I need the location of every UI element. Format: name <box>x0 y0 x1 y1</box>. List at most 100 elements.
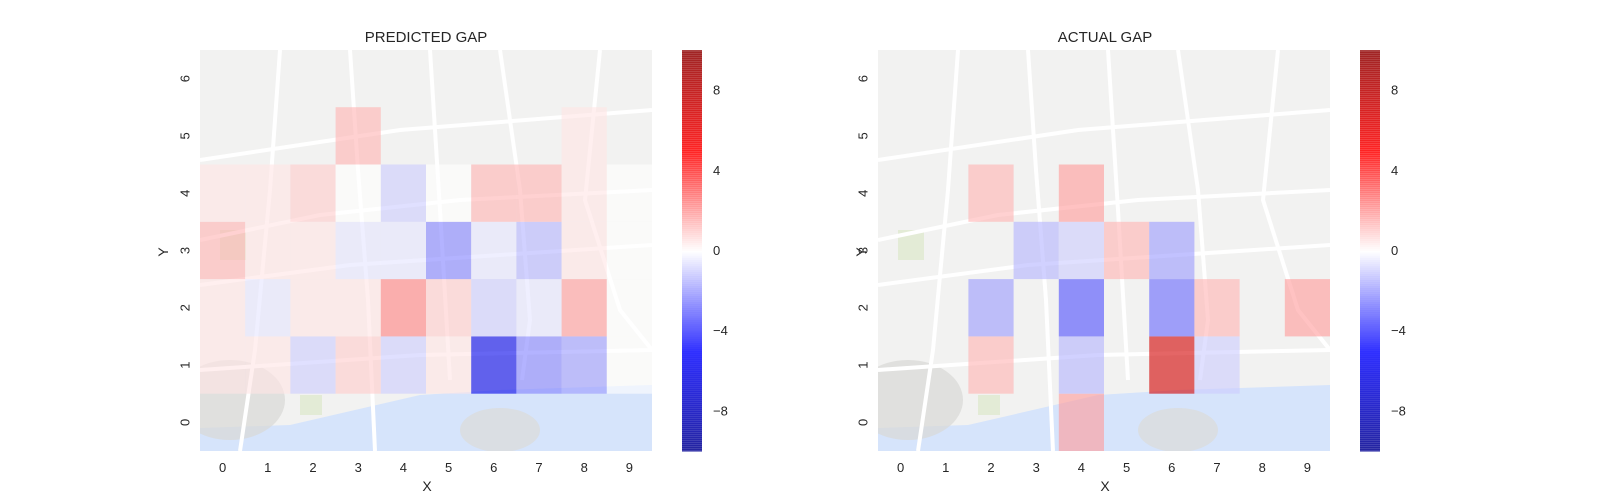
colorbar: 8 4 0 −4 −8 <box>1360 50 1406 452</box>
colorbar-segment <box>1360 370 1380 374</box>
colorbar-segment <box>1360 62 1380 65</box>
colorbar-segment <box>1360 122 1380 125</box>
heatmap-cell <box>968 164 1014 222</box>
colorbar-segment <box>1360 140 1380 143</box>
colorbar-segment <box>1360 172 1380 175</box>
colorbar-segment <box>682 342 702 346</box>
colorbar-segment <box>1360 136 1380 139</box>
colorbar-segment <box>682 214 702 218</box>
colorbar-segment <box>682 226 702 230</box>
heatmap-cell <box>335 336 381 394</box>
colorbar-segment <box>682 414 702 418</box>
colorbar-segment <box>1360 398 1380 402</box>
colorbar-segment <box>682 154 702 157</box>
colorbar-segment <box>682 364 702 368</box>
colorbar-segment <box>682 158 702 161</box>
colorbar-tick-label: 0 <box>713 243 720 258</box>
colorbar-segment <box>1360 368 1380 372</box>
colorbar-segment <box>1360 106 1380 109</box>
colorbar-segment <box>1360 310 1380 314</box>
colorbar-segment <box>682 306 702 310</box>
colorbar-segment <box>1360 196 1380 199</box>
colorbar-segment <box>682 264 702 268</box>
colorbar-segment <box>1360 298 1380 302</box>
colorbar-segment <box>1360 316 1380 320</box>
colorbar-segment <box>1360 52 1380 55</box>
y-tick-label: 4 <box>178 190 193 197</box>
colorbar-segment <box>1360 60 1380 63</box>
heatmap-cell <box>1104 221 1150 280</box>
colorbar-segment <box>682 150 702 153</box>
colorbar-segment <box>682 336 702 340</box>
x-tick-label: 0 <box>219 460 226 475</box>
colorbar-segment <box>1360 236 1380 240</box>
colorbar-segment <box>682 308 702 312</box>
colorbar-segment <box>1360 412 1380 416</box>
colorbar-segment <box>1360 198 1380 201</box>
colorbar-segment <box>682 300 702 304</box>
colorbar-segment <box>1360 142 1380 145</box>
colorbar-segment <box>682 182 702 185</box>
x-tick-label: 1 <box>942 460 949 475</box>
colorbar-segment <box>682 68 702 71</box>
colorbar-segment <box>1360 262 1380 266</box>
y-tick-label: 4 <box>856 190 871 197</box>
x-tick-label: 6 <box>490 460 497 475</box>
colorbar-segment <box>682 346 702 350</box>
heatmap-cell <box>606 336 652 394</box>
colorbar-segment <box>1360 404 1380 408</box>
colorbar-segment <box>1360 258 1380 262</box>
colorbar-segment <box>1360 192 1380 195</box>
heatmap-cell <box>200 336 246 394</box>
colorbar-segment <box>682 196 702 199</box>
x-tick-label: 5 <box>1123 460 1130 475</box>
colorbar-segment <box>1360 220 1380 224</box>
colorbar-segment <box>682 356 702 360</box>
colorbar-segment <box>682 318 702 322</box>
colorbar-segment <box>1360 342 1380 346</box>
x-axis-label: X <box>422 478 432 494</box>
x-tick-label: 9 <box>626 460 633 475</box>
colorbar-segment <box>682 398 702 402</box>
colorbar-segment <box>682 66 702 69</box>
map-road <box>878 108 1330 162</box>
colorbar-segment <box>682 232 702 236</box>
colorbar-segment <box>682 400 702 404</box>
colorbar-segment <box>682 284 702 288</box>
colorbar-segment <box>682 240 702 244</box>
colorbar-segment <box>682 436 702 440</box>
colorbar-segment <box>682 114 702 117</box>
heatmap-cell <box>1058 221 1104 280</box>
colorbar-segment <box>682 70 702 73</box>
colorbar-segment <box>682 132 702 135</box>
colorbar-segment <box>1360 282 1380 286</box>
colorbar-segment <box>1360 68 1380 71</box>
colorbar-segment <box>1360 446 1380 450</box>
colorbar-segment <box>682 170 702 173</box>
colorbar-segment <box>682 126 702 129</box>
colorbar-segment <box>1360 54 1380 57</box>
heatmap-cell <box>471 336 517 394</box>
colorbar-segment <box>682 230 702 234</box>
colorbar-segment <box>682 250 702 254</box>
heatmap-cell <box>290 164 336 222</box>
colorbar-segment <box>1360 312 1380 316</box>
colorbar-segment <box>1360 324 1380 328</box>
colorbar-segment <box>682 392 702 396</box>
colorbar-segment <box>1360 260 1380 264</box>
colorbar-segment <box>682 252 702 256</box>
colorbar-segment <box>1360 80 1380 83</box>
colorbar-segment <box>1360 134 1380 137</box>
colorbar-segment <box>682 128 702 131</box>
colorbar-segment <box>1360 72 1380 75</box>
colorbar-segment <box>682 298 702 302</box>
colorbar-segment <box>1360 372 1380 376</box>
heatmap-cell <box>335 279 381 337</box>
colorbar-segment <box>1360 224 1380 228</box>
colorbar-segment <box>682 332 702 336</box>
colorbar-segment <box>682 320 702 324</box>
y-tick-label: 0 <box>856 419 871 426</box>
colorbar-segment <box>682 302 702 306</box>
colorbar-segment <box>682 404 702 408</box>
